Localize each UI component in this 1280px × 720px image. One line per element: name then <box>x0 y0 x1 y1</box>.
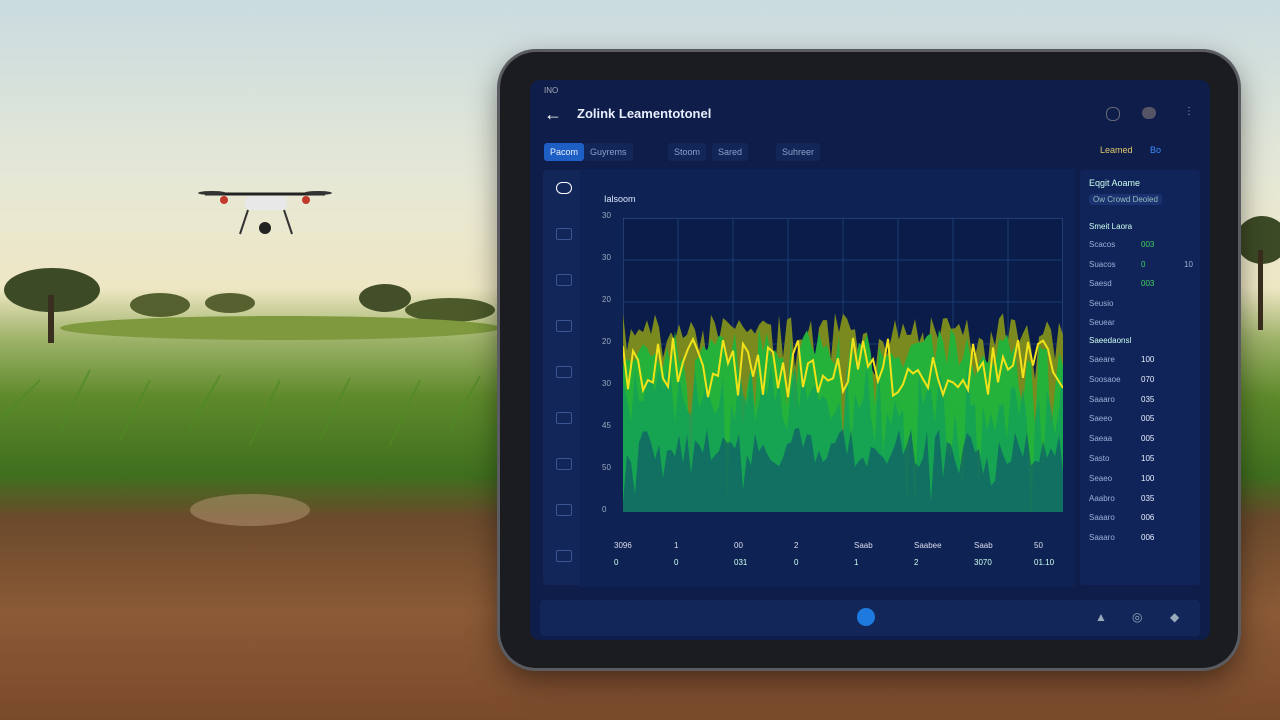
sidebar-icon[interactable] <box>556 366 572 378</box>
record-button[interactable] <box>857 608 875 626</box>
panel-label: Saeare <box>1089 355 1115 364</box>
panel-value: 100 <box>1141 473 1155 483</box>
back-button[interactable]: ← <box>544 104 562 124</box>
panel-value: 003 <box>1141 279 1155 288</box>
panel-value: 035 <box>1141 394 1155 404</box>
app-screen: INO ← Zolink Leamentotonel ⋮ Leamed Bo I… <box>530 80 1210 640</box>
sidebar-icon[interactable] <box>556 550 572 562</box>
status-bar: INO <box>544 86 559 95</box>
panel-label: Saeeo <box>1089 414 1113 424</box>
sidebar-icon[interactable] <box>556 182 572 194</box>
sidebar-icon[interactable] <box>556 228 572 240</box>
panel-value: 006 <box>1141 533 1155 543</box>
panel-label: Saeaa <box>1089 434 1113 444</box>
stat: 0 <box>794 558 799 567</box>
panel-label: Saaaro <box>1089 513 1115 523</box>
stat: 2 <box>914 558 919 567</box>
sidebar-icon[interactable] <box>556 320 572 332</box>
drone <box>198 191 332 235</box>
stat: Saab <box>854 541 873 550</box>
panel-title: Eqgit Aoame <box>1089 178 1141 188</box>
stat: 1 <box>674 541 679 550</box>
y-label: 30 <box>602 379 611 388</box>
panel-label: Seusio <box>1089 298 1114 308</box>
app-title: Zolink Leamentotonel <box>577 106 712 121</box>
panel-value: 005 <box>1141 434 1155 444</box>
stat: 3096 <box>614 541 632 550</box>
plot-texture <box>623 336 1063 398</box>
icon[interactable]: ◆ <box>1170 610 1180 624</box>
y-label: 20 <box>602 295 611 304</box>
side-panel <box>1080 170 1200 585</box>
stat: 031 <box>734 558 748 567</box>
stat: Saab <box>974 541 993 550</box>
tab[interactable]: Guyrems <box>584 143 633 161</box>
panel-value: 070 <box>1141 374 1155 384</box>
stat: 0 <box>614 558 619 567</box>
panel-button[interactable]: Ow Crowd Deoled <box>1089 194 1162 205</box>
y-label: 30 <box>602 211 611 220</box>
panel-value: 105 <box>1141 454 1155 463</box>
y-label: 45 <box>602 421 611 430</box>
stat: 2 <box>794 541 799 550</box>
stat: 3070 <box>974 558 992 567</box>
stat: 0 <box>674 558 679 567</box>
panel-label: Seuear <box>1089 318 1115 327</box>
tab[interactable]: Pacom <box>544 143 585 161</box>
y-label: 30 <box>602 253 611 262</box>
panel-value: 10 <box>1184 259 1193 269</box>
panel-value: 0 <box>1141 259 1146 269</box>
sidebar-icon[interactable] <box>556 274 572 286</box>
y-label: 50 <box>602 463 611 472</box>
panel-label: Aaabro <box>1089 493 1115 503</box>
icon[interactable] <box>1142 107 1156 119</box>
panel-label: Saesd <box>1089 279 1112 288</box>
sidebar-icon[interactable] <box>556 504 572 516</box>
icon[interactable]: ◎ <box>1132 610 1143 624</box>
toolbar-label: Leamed <box>1100 145 1133 155</box>
plot-texture <box>623 428 1063 512</box>
y-label: 0 <box>602 505 607 514</box>
sidebar-icon[interactable] <box>556 458 572 470</box>
menu[interactable]: ⋮ <box>1184 106 1194 117</box>
stat: Saabee <box>914 541 942 550</box>
stat: 01.10 <box>1034 558 1055 567</box>
panel-label: Soosaoe <box>1089 374 1121 384</box>
panel-label: Suacos <box>1089 259 1116 269</box>
tab[interactable]: Stoom <box>668 143 707 161</box>
panel-value: 100 <box>1141 355 1155 364</box>
stat: 1 <box>854 558 859 567</box>
panel-label: Seaeo <box>1089 473 1113 483</box>
stat: 00 <box>734 541 743 550</box>
panel-label: Scacos <box>1089 240 1116 249</box>
panel-value: 006 <box>1141 513 1155 523</box>
panel-value: 035 <box>1141 493 1155 503</box>
panel-value: 005 <box>1141 414 1155 424</box>
stat: 50 <box>1034 541 1043 550</box>
section-title: Smeit Laora <box>1089 222 1133 231</box>
icon[interactable]: ▲ <box>1095 610 1107 624</box>
toolbar-value[interactable]: Bo <box>1150 145 1162 155</box>
tab[interactable]: Suhreer <box>776 143 821 161</box>
icon[interactable] <box>1106 107 1120 121</box>
chart-title: Ialsoom <box>604 194 636 204</box>
panel-value: 003 <box>1141 240 1155 249</box>
chart-plot <box>623 218 1063 512</box>
panel-label: Saaaro <box>1089 533 1115 543</box>
y-label: 20 <box>602 337 611 346</box>
panel-label: Saaaro <box>1089 394 1115 404</box>
sidebar-icon[interactable] <box>556 412 572 424</box>
panel-label: Sasto <box>1089 454 1110 463</box>
section-title: Saeedaonsl <box>1089 336 1132 345</box>
tab[interactable]: Sared <box>712 143 749 161</box>
